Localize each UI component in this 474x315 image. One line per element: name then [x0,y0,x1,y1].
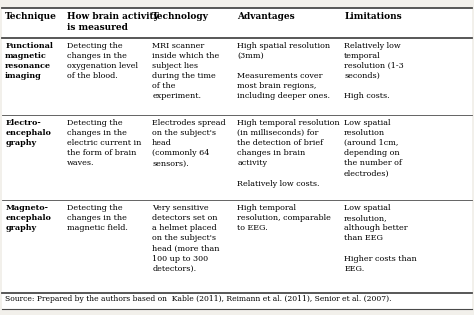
Text: Detecting the
changes in the
oxygenation level
of the blood.: Detecting the changes in the oxygenation… [67,42,138,80]
Text: Relatively low
temporal
resolution (1-3
seconds)

High costs.: Relatively low temporal resolution (1-3 … [344,42,404,100]
Text: Magneto-
encephalo
graphy: Magneto- encephalo graphy [5,204,51,232]
Text: Limitations: Limitations [344,12,402,21]
Text: Functional
magnetic
resonance
imaging: Functional magnetic resonance imaging [5,42,53,80]
Text: Technique: Technique [5,12,57,21]
Text: Advantages: Advantages [237,12,295,21]
Text: Very sensitive
detectors set on
a helmet placed
on the subject's
head (more than: Very sensitive detectors set on a helmet… [152,204,219,273]
Text: Electro-
encephalo
graphy: Electro- encephalo graphy [5,119,51,147]
Text: Low spatial
resolution,
although better
than EEG

Higher costs than
EEG.: Low spatial resolution, although better … [344,204,417,273]
Text: Electrodes spread
on the subject's
head
(commonly 64
sensors).: Electrodes spread on the subject's head … [152,119,226,168]
Text: Technology: Technology [152,12,209,21]
Text: Source: Prepared by the authors based on  Kable (2011), Reimann et al. (2011), S: Source: Prepared by the authors based on… [5,295,392,303]
Text: Detecting the
changes in the
electric current in
the form of brain
waves.: Detecting the changes in the electric cu… [67,119,141,168]
Text: MRI scanner
inside which the
subject lies
during the time
of the
experiment.: MRI scanner inside which the subject lie… [152,42,219,100]
Text: Detecting the
changes in the
magnetic field.: Detecting the changes in the magnetic fi… [67,204,128,232]
Text: Low spatial
resolution
(around 1cm,
depending on
the number of
electrodes): Low spatial resolution (around 1cm, depe… [344,119,402,178]
Text: High temporal resolution
(in milliseconds) for
the detection of brief
changes in: High temporal resolution (in millisecond… [237,119,340,188]
Text: High spatial resolution
(3mm)

Measurements cover
most brain regions,
including : High spatial resolution (3mm) Measuremen… [237,42,330,100]
Text: How brain activity
is measured: How brain activity is measured [67,12,159,32]
Text: High temporal
resolution, comparable
to EEG.: High temporal resolution, comparable to … [237,204,331,232]
